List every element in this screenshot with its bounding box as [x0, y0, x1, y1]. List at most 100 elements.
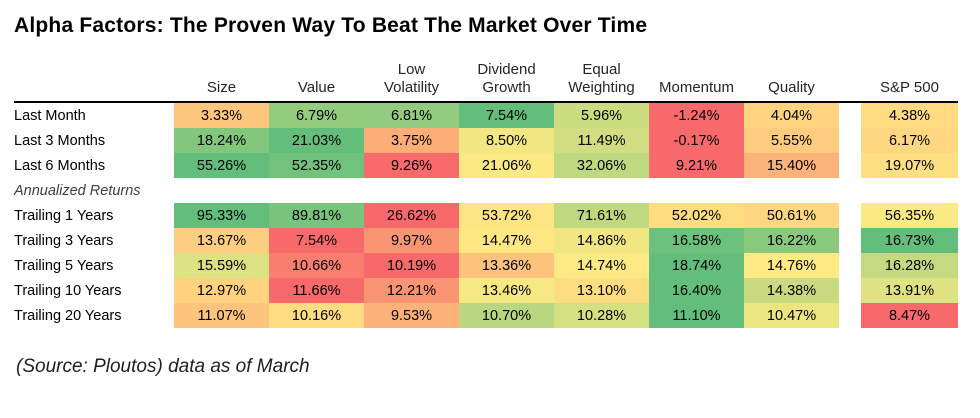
row-spacer — [839, 153, 861, 178]
value-cell-quality: 15.40% — [744, 153, 839, 178]
value-cell-equal-weighting: 14.74% — [554, 253, 649, 278]
page-title: Alpha Factors: The Proven Way To Beat Th… — [14, 14, 648, 37]
value-cell-equal-weighting: 14.86% — [554, 228, 649, 253]
value-cell-value: 11.66% — [269, 278, 364, 303]
value-cell-low-volatility: 26.62% — [364, 203, 459, 228]
value-cell-equal-weighting: 11.49% — [554, 128, 649, 153]
value-cell-s-p-500: 4.38% — [861, 102, 958, 128]
col-header-dividend-growth: Dividend Growth — [459, 52, 554, 103]
value-cell-low-volatility: 9.97% — [364, 228, 459, 253]
value-cell-size: 3.33% — [174, 102, 269, 128]
row-label: Last Month — [14, 107, 86, 124]
returns-heatmap-table: Size Value Low Volatility Dividend Growth Eq… — [14, 52, 958, 328]
value-cell-s-p-500: 13.91% — [861, 278, 958, 303]
corner-cell — [14, 52, 174, 103]
row-spacer — [839, 228, 861, 253]
value-cell-value: 89.81% — [269, 203, 364, 228]
value-cell-momentum: 11.10% — [649, 303, 744, 328]
value-cell-dividend-growth: 13.36% — [459, 253, 554, 278]
row-label: Trailing 20 Years — [14, 307, 122, 324]
value-cell-s-p-500: 16.28% — [861, 253, 958, 278]
row-spacer — [839, 253, 861, 278]
col-header-value: Value — [269, 52, 364, 103]
row-spacer — [839, 128, 861, 153]
data-row-trailing-20-years: Trailing 20 Years 11.07% 10.16% 9.53% 10.70%… — [14, 303, 958, 328]
value-cell-quality: 4.04% — [744, 102, 839, 128]
value-cell-dividend-growth: 13.46% — [459, 278, 554, 303]
value-cell-value: 21.03% — [269, 128, 364, 153]
value-cell-size: 12.97% — [174, 278, 269, 303]
value-cell-dividend-growth: 53.72% — [459, 203, 554, 228]
value-cell-value: 52.35% — [269, 153, 364, 178]
value-cell-momentum: 16.58% — [649, 228, 744, 253]
value-cell-value: 7.54% — [269, 228, 364, 253]
value-cell-quality: 14.76% — [744, 253, 839, 278]
table-body: Last Month 3.33% 6.79% 6.81% 7.54% 5.96% -1.24… — [14, 102, 958, 328]
row-spacer — [839, 303, 861, 328]
value-cell-momentum: 9.21% — [649, 153, 744, 178]
col-header-size: Size — [174, 52, 269, 103]
value-cell-s-p-500: 6.17% — [861, 128, 958, 153]
value-cell-low-volatility: 3.75% — [364, 128, 459, 153]
header-row: Size Value Low Volatility Dividend Growth Eq… — [14, 52, 958, 103]
row-label: Trailing 3 Years — [14, 232, 114, 249]
section-label: Annualized Returns — [14, 182, 141, 199]
value-cell-value: 10.66% — [269, 253, 364, 278]
row-label: Trailing 1 Years — [14, 207, 114, 224]
data-row-trailing-10-years: Trailing 10 Years 12.97% 11.66% 12.21% 13.46… — [14, 278, 958, 303]
data-row-last-3-months: Last 3 Months 18.24% 21.03% 3.75% 8.50% 11.49… — [14, 128, 958, 153]
value-cell-size: 95.33% — [174, 203, 269, 228]
value-cell-quality: 10.47% — [744, 303, 839, 328]
row-spacer — [839, 203, 861, 228]
row-label: Trailing 5 Years — [14, 257, 114, 274]
value-cell-size: 18.24% — [174, 128, 269, 153]
data-row-last-6-months: Last 6 Months 55.26% 52.35% 9.26% 21.06% 32.0… — [14, 153, 958, 178]
value-cell-s-p-500: 19.07% — [861, 153, 958, 178]
value-cell-quality: 5.55% — [744, 128, 839, 153]
value-cell-s-p-500: 16.73% — [861, 228, 958, 253]
col-header-momentum: Momentum — [649, 52, 744, 103]
value-cell-s-p-500: 8.47% — [861, 303, 958, 328]
value-cell-momentum: 52.02% — [649, 203, 744, 228]
value-cell-dividend-growth: 7.54% — [459, 102, 554, 128]
value-cell-quality: 50.61% — [744, 203, 839, 228]
header-spacer — [839, 52, 861, 103]
section-row: Annualized Returns — [14, 178, 958, 203]
value-cell-equal-weighting: 32.06% — [554, 153, 649, 178]
value-cell-dividend-growth: 10.70% — [459, 303, 554, 328]
source-note: (Source: Ploutos) data as of March — [16, 356, 310, 377]
value-cell-low-volatility: 9.26% — [364, 153, 459, 178]
value-cell-momentum: -0.17% — [649, 128, 744, 153]
value-cell-s-p-500: 56.35% — [861, 203, 958, 228]
value-cell-equal-weighting: 10.28% — [554, 303, 649, 328]
value-cell-size: 13.67% — [174, 228, 269, 253]
value-cell-quality: 14.38% — [744, 278, 839, 303]
value-cell-equal-weighting: 5.96% — [554, 102, 649, 128]
value-cell-value: 6.79% — [269, 102, 364, 128]
value-cell-low-volatility: 12.21% — [364, 278, 459, 303]
value-cell-quality: 16.22% — [744, 228, 839, 253]
value-cell-momentum: 16.40% — [649, 278, 744, 303]
row-label: Last 6 Months — [14, 157, 106, 174]
value-cell-dividend-growth: 8.50% — [459, 128, 554, 153]
col-header-equal-weighting: Equal Weighting — [554, 52, 649, 103]
col-header-quality: Quality — [744, 52, 839, 103]
row-spacer — [839, 278, 861, 303]
value-cell-size: 15.59% — [174, 253, 269, 278]
value-cell-momentum: 18.74% — [649, 253, 744, 278]
value-cell-dividend-growth: 14.47% — [459, 228, 554, 253]
col-header-low-volatility: Low Volatility — [364, 52, 459, 103]
value-cell-size: 55.26% — [174, 153, 269, 178]
value-cell-equal-weighting: 13.10% — [554, 278, 649, 303]
col-header-s-p-500: S&P 500 — [861, 52, 958, 103]
value-cell-low-volatility: 10.19% — [364, 253, 459, 278]
row-spacer — [839, 102, 861, 128]
page: Alpha Factors: The Proven Way To Beat Th… — [14, 14, 958, 377]
value-cell-momentum: -1.24% — [649, 102, 744, 128]
data-row-trailing-1-years: Trailing 1 Years 95.33% 89.81% 26.62% 53.72%… — [14, 203, 958, 228]
value-cell-equal-weighting: 71.61% — [554, 203, 649, 228]
row-label: Trailing 10 Years — [14, 282, 122, 299]
value-cell-value: 10.16% — [269, 303, 364, 328]
data-row-trailing-3-years: Trailing 3 Years 13.67% 7.54% 9.97% 14.47% 14… — [14, 228, 958, 253]
value-cell-low-volatility: 6.81% — [364, 102, 459, 128]
